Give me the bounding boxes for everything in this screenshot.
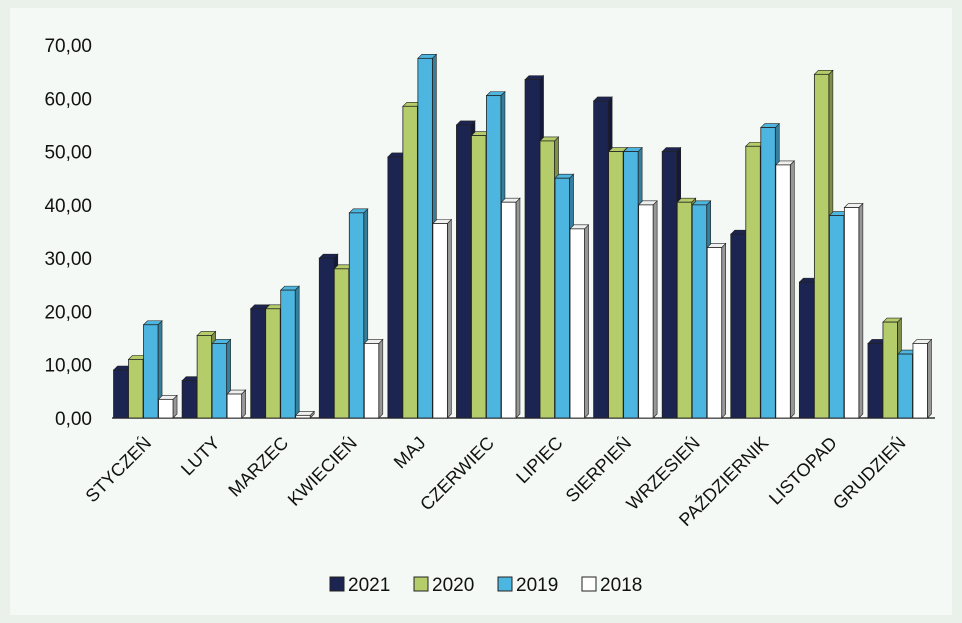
bar-front [813, 73, 830, 419]
y-axis: 0,00 10,00 20,00 30,00 40,00 50,00 60,00 70,00 [44, 36, 935, 430]
bar-front [691, 204, 708, 419]
bar-side [858, 202, 864, 419]
bar-front [608, 151, 624, 419]
bar-2018-11 [843, 202, 864, 419]
bar-front [539, 140, 555, 419]
bar-front [745, 145, 761, 419]
bar-front [295, 414, 311, 419]
bar-2018-6 [500, 197, 521, 419]
bar-front [402, 105, 418, 419]
bar-front [158, 398, 174, 419]
y-tick-label: 20,00 [44, 302, 92, 323]
legend: 2021 2020 2019 2018 [329, 575, 642, 596]
bar-2018-1 [157, 394, 178, 419]
bar-front [501, 201, 517, 419]
legend-swatch-2020 [413, 576, 429, 592]
bar-front [524, 79, 540, 419]
bar-front [280, 289, 296, 419]
y-tick-label: 0,00 [55, 409, 92, 430]
bar-front [638, 204, 654, 419]
bar-front [676, 201, 693, 419]
legend-swatch-2019 [497, 576, 513, 592]
bar-front [775, 164, 791, 419]
bar-2018-8 [637, 200, 658, 419]
bar-side [652, 200, 658, 419]
bar-front [196, 335, 213, 419]
legend-label-2018: 2018 [600, 575, 642, 596]
bar-2018-4 [363, 338, 384, 419]
bar-2018-10 [775, 160, 796, 419]
y-tick-label: 10,00 [44, 356, 92, 377]
bar-2019-3 [279, 285, 300, 419]
bar-side [515, 197, 521, 419]
legend-swatch-2018 [581, 576, 597, 592]
bar-front [828, 215, 845, 419]
bar-front [211, 342, 228, 419]
bar-front [432, 223, 448, 419]
bar-side [447, 218, 452, 419]
bar-front [593, 100, 609, 419]
bar-front [623, 151, 639, 419]
bar-front [706, 247, 723, 419]
bar-side [294, 285, 300, 419]
bar-front [843, 207, 860, 419]
bar-front [897, 353, 913, 419]
legend-label-2020: 2020 [432, 575, 474, 596]
bar-front [250, 308, 266, 419]
bar-front [867, 342, 883, 419]
bar-front [226, 393, 243, 419]
bar-2018-12 [912, 338, 933, 419]
bar-side [241, 389, 246, 419]
bar-2018-2 [226, 389, 247, 419]
bar-front [456, 124, 472, 419]
bar-2018-3 [294, 410, 315, 419]
bar-side [378, 338, 384, 419]
bar-front [760, 127, 776, 419]
y-tick-label: 40,00 [44, 196, 92, 217]
bar-front [387, 156, 403, 419]
bar-front [363, 342, 380, 419]
bar-2019-1 [142, 320, 163, 419]
bar-front [471, 135, 487, 419]
legend-label-2019: 2019 [516, 575, 558, 596]
y-tick-label: 30,00 [44, 249, 92, 270]
bar-front [486, 95, 502, 419]
bar-front [569, 228, 585, 419]
bar-front [798, 281, 815, 419]
y-tick-label: 70,00 [44, 36, 92, 57]
bar-front [348, 212, 365, 419]
bar-side [927, 338, 932, 419]
bar-front [912, 342, 928, 419]
bar-2018-9 [706, 242, 727, 419]
bar-front [730, 233, 746, 419]
bar-front [318, 257, 335, 419]
bar-front [113, 369, 129, 419]
bar-front [333, 268, 350, 419]
bar-front [554, 177, 570, 419]
bar-side [721, 242, 727, 419]
bar-front [882, 321, 898, 419]
bar-front [417, 57, 433, 419]
y-tick-label: 50,00 [44, 143, 92, 164]
bar-side [584, 224, 589, 419]
bar-2018-5 [432, 218, 453, 419]
legend-swatch-2021 [329, 576, 345, 592]
bar-front [661, 151, 678, 419]
bar-front [143, 324, 159, 419]
bar-side [789, 160, 795, 419]
y-tick-label: 60,00 [44, 89, 92, 110]
bar-front [265, 308, 281, 419]
bar-2019-4 [348, 208, 369, 419]
bar-front [181, 380, 198, 419]
bar-2018-7 [569, 224, 590, 419]
bar-front [128, 358, 144, 419]
bars-group [112, 53, 933, 419]
legend-label-2021: 2021 [348, 575, 390, 596]
